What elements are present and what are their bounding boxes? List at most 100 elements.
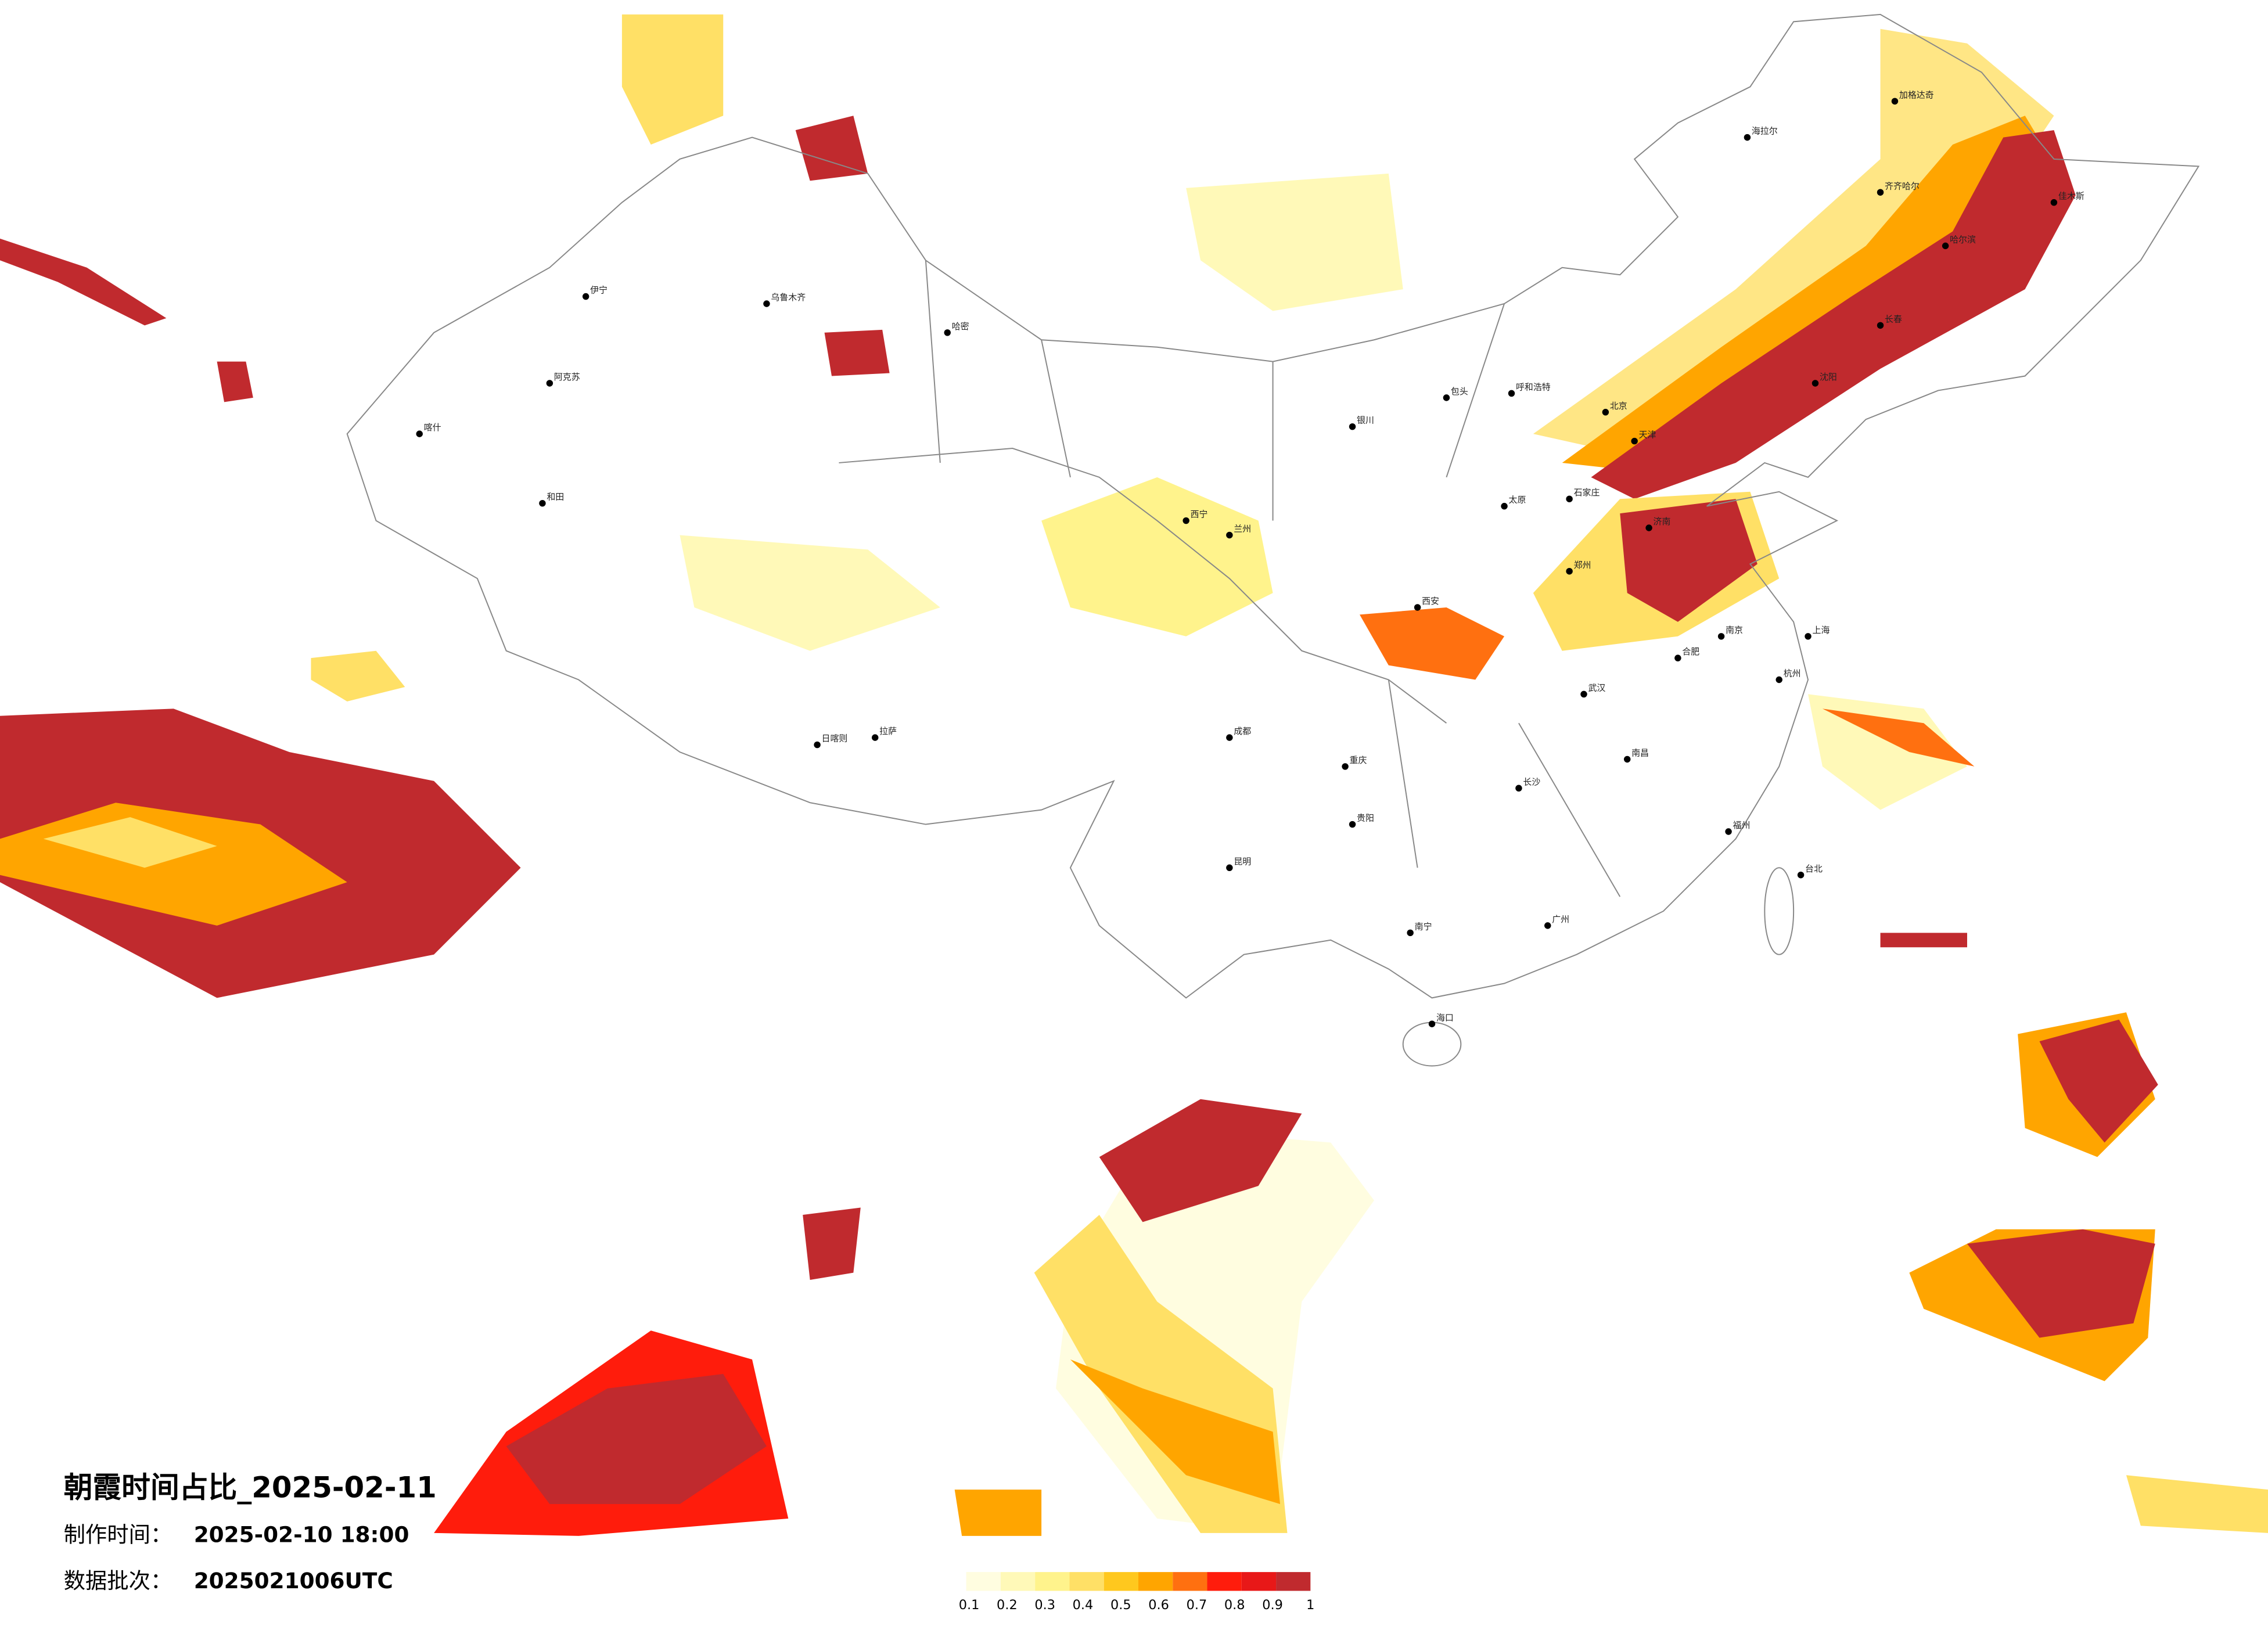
city-dot: [1580, 690, 1587, 698]
city-dot: [944, 329, 951, 336]
city-dot: [1226, 864, 1233, 871]
city-label: 西安: [1422, 596, 1439, 606]
legend-tick-label: 0.4: [1073, 1598, 1094, 1613]
city-dot: [1407, 929, 1414, 937]
legend-swatch: [1104, 1572, 1138, 1591]
legend-tick-label: 0.3: [1034, 1598, 1055, 1613]
city-label: 拉萨: [879, 726, 897, 736]
legend-tick-label: 0.1: [959, 1598, 980, 1613]
city-dot: [1443, 394, 1450, 401]
city-label: 合肥: [1682, 646, 1699, 657]
city-label: 南宁: [1415, 921, 1432, 931]
city-label: 重庆: [1350, 755, 1367, 765]
city-label: 长沙: [1523, 776, 1540, 787]
legend-tick-label: 0.6: [1148, 1598, 1169, 1613]
city-label: 昆明: [1234, 856, 1251, 866]
city-dot: [1775, 676, 1782, 684]
city-dot: [1891, 98, 1899, 105]
city-label: 广州: [1552, 914, 1569, 924]
city-dot: [1349, 423, 1356, 430]
city-label: 南京: [1726, 625, 1743, 635]
city-dot: [1428, 1020, 1436, 1027]
made-time: 2025-02-10 18:00: [194, 1521, 409, 1547]
legend-swatch: [1173, 1572, 1207, 1591]
city-dot: [1508, 390, 1515, 397]
city-label: 太原: [1509, 495, 1526, 505]
batch: 2025021006UTC: [194, 1568, 393, 1593]
cloud-field: [0, 14, 2268, 1536]
city-label: 西宁: [1191, 509, 1208, 520]
legend-tick-label: 1: [1306, 1598, 1314, 1613]
map-title: 朝霞时间占比_2025-02-11: [64, 1471, 437, 1505]
legend-tick-label: 0.5: [1110, 1598, 1131, 1613]
city-label: 海拉尔: [1752, 126, 1778, 136]
city-label: 长春: [1885, 314, 1902, 324]
made-label: 制作时间：: [64, 1521, 172, 1547]
legend-tick-label: 0.9: [1262, 1598, 1283, 1613]
city-label: 武汉: [1588, 682, 1605, 693]
city-dot: [1645, 524, 1652, 531]
city-label: 贵阳: [1357, 813, 1374, 823]
legend-swatch: [1069, 1572, 1104, 1591]
city-dot: [763, 300, 770, 307]
legend: 0.1 0.2 0.3 0.4 0.5 0.6 0.7 0.8 0.9 1: [959, 1572, 1314, 1613]
city-label: 呼和浩特: [1516, 382, 1551, 392]
legend-swatch: [1138, 1572, 1173, 1591]
legend-swatch: [1276, 1572, 1311, 1591]
city-dot: [1877, 189, 1884, 196]
city-label: 济南: [1654, 516, 1671, 527]
city-dot: [1414, 604, 1421, 611]
city-label: 沈阳: [1820, 372, 1837, 382]
city-dot: [1797, 871, 1805, 879]
city-label: 日喀则: [822, 733, 848, 744]
city-dot: [1501, 502, 1508, 510]
city-dot: [1342, 763, 1349, 770]
city-label: 包头: [1451, 386, 1468, 397]
city-dot: [1805, 633, 1811, 640]
city-dot: [539, 499, 546, 507]
legend-tick-label: 0.8: [1224, 1598, 1245, 1613]
legend-swatch: [966, 1572, 1001, 1591]
city-dot: [1544, 922, 1551, 929]
city-label: 哈尔滨: [1950, 234, 1976, 244]
city-dot: [1725, 828, 1732, 835]
city-dot: [1717, 633, 1725, 640]
city-label: 喀什: [424, 422, 441, 433]
city-label: 乌鲁木齐: [771, 292, 806, 303]
legend-swatch: [1207, 1572, 1242, 1591]
city-dot: [1226, 531, 1233, 539]
city-label: 台北: [1805, 864, 1823, 874]
city-label: 阿克苏: [554, 372, 580, 382]
city-label: 佳木斯: [2058, 191, 2084, 202]
city-dot: [1182, 517, 1189, 524]
city-dot: [582, 293, 590, 300]
city-dot: [1226, 734, 1233, 741]
city-dot: [2050, 199, 2058, 206]
city-label: 兰州: [1234, 524, 1251, 534]
city-dot: [1674, 654, 1681, 661]
city-label: 北京: [1610, 401, 1627, 411]
city-label: 杭州: [1784, 668, 1801, 679]
city-label: 哈密: [952, 321, 969, 332]
legend-tick-label: 0.2: [997, 1598, 1018, 1613]
city-dot: [1624, 756, 1631, 763]
city-dot: [1566, 495, 1573, 502]
legend-swatch: [1241, 1572, 1277, 1591]
city-label: 上海: [1813, 625, 1830, 635]
city-label: 南昌: [1631, 748, 1649, 758]
batch-label: 数据批次：: [64, 1568, 172, 1593]
city-dot: [1349, 821, 1356, 828]
city-label: 成都: [1234, 726, 1251, 736]
city-dot: [1942, 242, 1949, 250]
legend-swatch: [1000, 1572, 1036, 1591]
city-label: 福州: [1733, 820, 1751, 830]
city-dot: [1744, 134, 1751, 141]
legend-tick-label: 0.7: [1187, 1598, 1207, 1613]
city-dot: [1631, 437, 1638, 445]
city-label: 伊宁: [590, 285, 608, 296]
city-label: 石家庄: [1574, 487, 1600, 498]
city-dot: [1515, 785, 1522, 792]
